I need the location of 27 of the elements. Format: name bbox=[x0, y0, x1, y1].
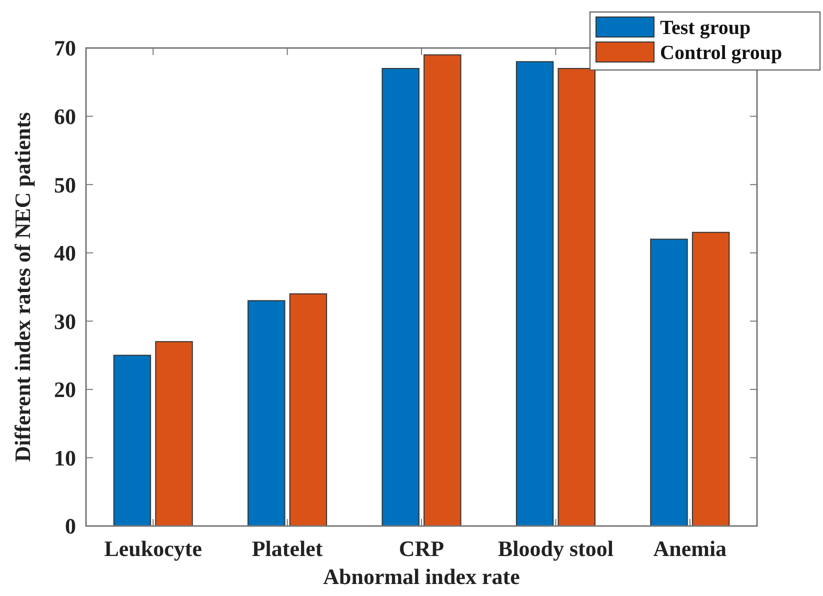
y-tick-label: 70 bbox=[54, 36, 76, 61]
bar bbox=[516, 61, 554, 526]
y-tick-label: 40 bbox=[54, 240, 76, 266]
bar bbox=[113, 354, 152, 526]
y-tick-label: 10 bbox=[54, 445, 76, 470]
y-tick-label: 50 bbox=[54, 172, 76, 198]
y-axis-title: Different index rates of NEC patients bbox=[10, 112, 35, 462]
x-axis-title: Abnormal index rate bbox=[323, 564, 520, 589]
x-tick-label: Leukocyte bbox=[104, 536, 202, 561]
bar bbox=[558, 68, 596, 526]
bar bbox=[424, 54, 462, 526]
bar bbox=[248, 300, 286, 526]
y-tick-label: 20 bbox=[54, 377, 76, 402]
legend-label: Control group bbox=[660, 42, 782, 64]
bar bbox=[382, 68, 420, 526]
bar bbox=[692, 232, 730, 526]
bar bbox=[650, 238, 688, 526]
y-tick-label: 0 bbox=[65, 514, 76, 539]
x-tick-label: Anemia bbox=[653, 536, 727, 561]
y-tick-label: 60 bbox=[54, 104, 76, 129]
bar bbox=[289, 293, 328, 526]
x-tick-label: Platelet bbox=[252, 536, 324, 561]
y-tick-label: 30 bbox=[54, 308, 76, 334]
x-tick-label: Bloody stool bbox=[498, 536, 614, 561]
bar bbox=[155, 341, 193, 526]
legend-label: Test group bbox=[660, 17, 751, 39]
x-tick-label: CRP bbox=[398, 536, 444, 561]
